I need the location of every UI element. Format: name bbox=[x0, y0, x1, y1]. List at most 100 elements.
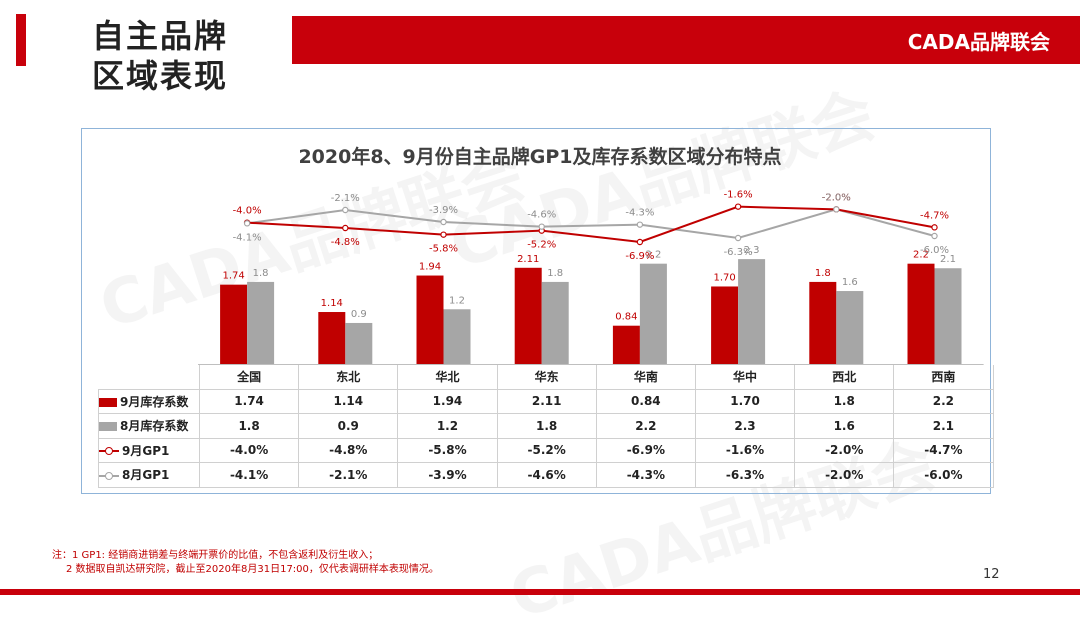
footer-bar bbox=[0, 589, 1080, 595]
point-label-9月GP1-西南: -4.7% bbox=[920, 210, 949, 221]
table-cell-8月GP1-西南: -6.0% bbox=[893, 462, 994, 488]
footnote-1: 注：1 GP1: 经销商进销差与终端开票价的比值，不包含返利及衍生收入； bbox=[52, 550, 379, 561]
page-number: 12 bbox=[983, 567, 1000, 582]
legend-key-9月库存系数 bbox=[99, 397, 117, 407]
point-label-8月GP1-华北: -3.9% bbox=[429, 205, 458, 216]
point-9月GP1-华南 bbox=[636, 238, 644, 246]
legend-key-9月GP1 bbox=[99, 446, 119, 456]
bar-9月库存系数-华南 bbox=[612, 325, 640, 364]
point-8月GP1-东北 bbox=[342, 206, 349, 214]
legend-label-9月库存系数: 9月库存系数 bbox=[120, 394, 189, 409]
table-cell-8月库存系数-东北: 0.9 bbox=[298, 413, 399, 439]
data-table-row: 8月GP1 -4.1% -2.1% -3.9% -4.6% -4.3% -6.3% -2.0%… bbox=[98, 462, 994, 488]
bar-8月库存系数-全国 bbox=[247, 281, 275, 364]
point-label-8月GP1-西南: -6.0% bbox=[920, 245, 949, 256]
bar-9月库存系数-东北 bbox=[318, 312, 346, 364]
table-cell-9月库存系数-东北: 1.14 bbox=[298, 388, 399, 414]
point-8月GP1-华中 bbox=[734, 234, 742, 242]
column-header-华东: 华东 bbox=[496, 365, 597, 390]
bar-8月库存系数-华东 bbox=[541, 281, 569, 364]
table-cell-8月GP1-全国: -4.1% bbox=[198, 462, 300, 488]
accent-bar-left bbox=[16, 14, 28, 66]
point-label-8月GP1-东北: -2.1% bbox=[331, 193, 360, 204]
bar-8月库存系数-东北 bbox=[345, 322, 373, 364]
brand-header-bar: CADA品牌联会 bbox=[292, 16, 1080, 64]
point-label-8月GP1-华中: -6.3% bbox=[724, 247, 753, 258]
point-8月GP1-西北 bbox=[833, 206, 840, 213]
slide-title-line2: 区域表现 bbox=[92, 57, 229, 95]
bar-label-9月库存系数-西南: 2.2 bbox=[913, 250, 929, 261]
table-cell-8月GP1-东北: -2.1% bbox=[298, 462, 399, 488]
legend-cell: 9月GP1 bbox=[98, 437, 200, 463]
table-cell-8月库存系数-西北: 1.6 bbox=[794, 413, 895, 439]
bar-label-8月库存系数-西南: 2.1 bbox=[940, 254, 956, 265]
table-cell-9月GP1-东北: -4.8% bbox=[298, 437, 399, 463]
table-cell-8月GP1-西北: -2.0% bbox=[794, 462, 895, 488]
point-9月GP1-华中 bbox=[734, 203, 742, 210]
bar-label-8月库存系数-华东: 1.8 bbox=[547, 268, 563, 279]
table-cell-9月GP1-全国: -4.0% bbox=[198, 437, 300, 463]
point-label-9月GP1-东北: -4.8% bbox=[331, 237, 360, 248]
legend-label-8月库存系数: 8月库存系数 bbox=[120, 419, 189, 434]
legend-cell: 8月GP1 bbox=[98, 462, 200, 488]
accent-bar-gap bbox=[26, 14, 29, 66]
point-label-9月GP1-华东: -5.2% bbox=[527, 240, 556, 251]
legend-label-8月GP1: 8月GP1 bbox=[122, 468, 170, 483]
bar-label-9月库存系数-华东: 2.11 bbox=[517, 254, 539, 265]
footnote-2: 2 数据取自凯达研究院，截止至2020年8月31日17:00，仅代表调研样本表现… bbox=[66, 564, 439, 575]
footnotes: 注：1 GP1: 经销商进销差与终端开票价的比值，不包含返利及衍生收入； 2 数… bbox=[52, 549, 439, 577]
legend-key-8月GP1 bbox=[99, 471, 119, 481]
table-cell-9月GP1-华南: -6.9% bbox=[595, 437, 696, 463]
point-label-9月GP1-全国: -4.0% bbox=[233, 206, 262, 217]
bar-9月库存系数-华东 bbox=[514, 267, 542, 364]
bar-label-8月库存系数-东北: 0.9 bbox=[351, 309, 367, 320]
bar-label-9月库存系数-西北: 1.8 bbox=[815, 268, 831, 279]
bar-8月库存系数-华南 bbox=[639, 263, 667, 364]
bar-label-8月库存系数-华南: 2.2 bbox=[645, 250, 661, 261]
bar-label-8月库存系数-华北: 1.2 bbox=[449, 295, 465, 306]
table-cell-9月GP1-华中: -1.6% bbox=[694, 437, 796, 463]
slide-title-line1: 自主品牌 bbox=[92, 17, 229, 55]
chart-title: 2020年8、9月份自主品牌GP1及库存系数区域分布特点 bbox=[298, 146, 782, 168]
table-cell-9月GP1-西北: -2.0% bbox=[794, 437, 895, 463]
point-label-9月GP1-华南: -6.9% bbox=[625, 251, 654, 262]
bar-label-8月库存系数-西北: 1.6 bbox=[842, 277, 858, 288]
table-cell-8月GP1-华北: -3.9% bbox=[397, 462, 498, 488]
point-8月GP1-华南 bbox=[636, 221, 644, 228]
legend-cell: 8月库存系数 bbox=[98, 413, 200, 439]
line-8月GP1 bbox=[246, 208, 935, 240]
bar-9月库存系数-华北 bbox=[416, 275, 444, 364]
table-cell-9月库存系数-华南: 0.84 bbox=[595, 388, 696, 414]
point-8月GP1-全国 bbox=[243, 220, 251, 227]
table-cell-9月库存系数-华中: 1.70 bbox=[694, 388, 796, 414]
bar-9月库存系数-西南 bbox=[907, 263, 935, 364]
table-cell-9月库存系数-全国: 1.74 bbox=[198, 388, 300, 414]
table-cell-9月库存系数-华北: 1.94 bbox=[397, 388, 498, 414]
slide-title: 自主品牌 区域表现 bbox=[92, 16, 228, 96]
bar-label-9月库存系数-华北: 1.94 bbox=[419, 262, 441, 273]
data-table-row: 9月库存系数 1.74 1.14 1.94 2.11 0.84 1.70 1.8 2.2 bbox=[98, 388, 994, 414]
data-table-row: 8月库存系数 1.8 0.9 1.2 1.8 2.2 2.3 1.6 2.1 bbox=[98, 413, 994, 439]
data-table-corner bbox=[99, 365, 200, 389]
table-cell-9月库存系数-华东: 2.11 bbox=[496, 388, 597, 414]
point-9月GP1-西南 bbox=[931, 224, 938, 231]
point-9月GP1-华北 bbox=[440, 231, 447, 238]
table-cell-8月库存系数-华北: 1.2 bbox=[397, 413, 498, 439]
legend-label-9月GP1: 9月GP1 bbox=[122, 443, 170, 458]
point-label-9月GP1-华北: -5.8% bbox=[429, 244, 458, 255]
chart-frame bbox=[81, 128, 991, 494]
column-header-华南: 华南 bbox=[595, 365, 696, 390]
combo-chart: 1.74 1.14 1.94 2.11 0.84 1.70 1.8 2.2 1.8 0.9 1.2 1… bbox=[198, 190, 984, 365]
table-cell-9月GP1-西南: -4.7% bbox=[893, 437, 994, 463]
column-header-全国: 全国 bbox=[198, 365, 300, 390]
point-label-8月GP1-华南: -4.3% bbox=[625, 208, 654, 219]
table-cell-8月GP1-华中: -6.3% bbox=[694, 462, 796, 488]
column-header-西南: 西南 bbox=[893, 365, 994, 390]
data-table-row: 9月GP1 -4.0% -4.8% -5.8% -5.2% -6.9% -1.6% -2.0%… bbox=[98, 437, 994, 463]
bar-label-9月库存系数-全国: 1.74 bbox=[222, 271, 244, 282]
bar-label-9月库存系数-东北: 1.14 bbox=[321, 298, 343, 309]
point-8月GP1-西南 bbox=[931, 232, 938, 240]
table-cell-8月库存系数-华南: 2.2 bbox=[595, 413, 696, 439]
point-8月GP1-华东 bbox=[538, 223, 545, 230]
point-label-9月GP1-西北: -2.0% bbox=[822, 192, 851, 203]
